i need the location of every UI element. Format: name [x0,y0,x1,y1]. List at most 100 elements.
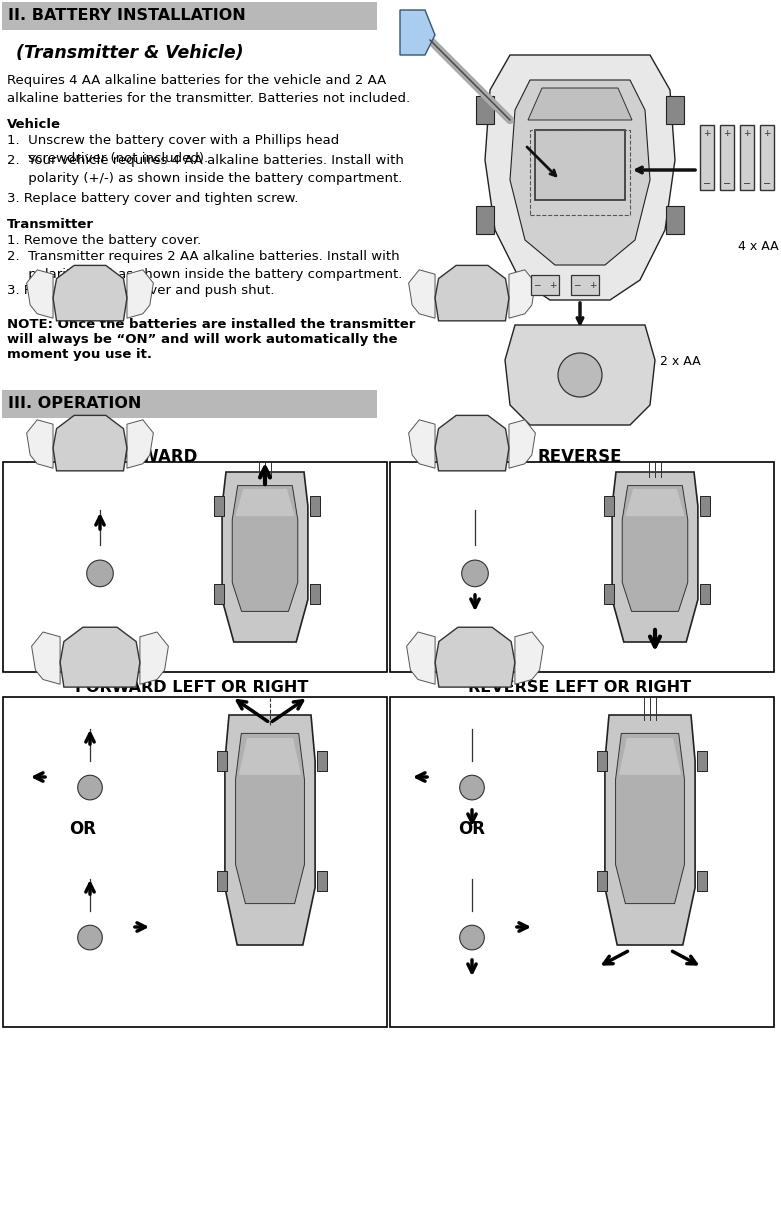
Polygon shape [408,270,435,318]
Text: −: − [573,281,581,290]
Polygon shape [60,627,140,687]
Bar [700,496,710,516]
Text: FORWARD LEFT OR RIGHT: FORWARD LEFT OR RIGHT [75,680,308,695]
Bar [571,275,599,294]
Text: +: + [763,128,771,138]
Polygon shape [27,420,53,468]
Polygon shape [225,715,315,945]
Text: REVERSE: REVERSE [538,448,622,466]
Bar [666,206,684,234]
Text: 2.  Your vehicle requires 4 AA alkaline batteries. Install with
     polarity (+: 2. Your vehicle requires 4 AA alkaline b… [7,154,404,185]
Text: +: + [549,281,557,290]
Bar [310,584,320,605]
Bar [697,752,707,771]
Bar [3,697,387,1027]
Bar [700,124,714,190]
Polygon shape [612,472,698,642]
Text: (Transmitter & Vehicle): (Transmitter & Vehicle) [16,44,244,62]
Text: will always be “ON” and will work automatically the: will always be “ON” and will work automa… [7,333,398,346]
Polygon shape [505,325,655,425]
Bar [476,96,494,124]
Bar [597,871,607,891]
Polygon shape [127,420,153,468]
Polygon shape [27,270,53,318]
Bar [535,131,625,200]
Text: 1.  Unscrew the battery cover with a Phillips head
     screwdriver (not include: 1. Unscrew the battery cover with a Phil… [7,134,339,165]
Polygon shape [509,270,535,318]
Polygon shape [232,485,298,611]
Bar [530,131,630,216]
Polygon shape [619,738,681,775]
Text: REVERSE LEFT OR RIGHT: REVERSE LEFT OR RIGHT [469,680,691,695]
Polygon shape [239,738,301,775]
Bar [310,496,320,516]
Polygon shape [626,489,685,516]
Text: 2 x AA: 2 x AA [660,355,701,368]
Bar [317,871,327,891]
Text: Transmitter: Transmitter [7,218,94,232]
Polygon shape [407,632,435,684]
Circle shape [87,561,113,586]
Bar [214,584,224,605]
Bar [390,462,774,671]
Circle shape [460,775,484,800]
Bar [317,752,327,771]
Text: −: − [743,179,751,188]
Bar [214,496,224,516]
Polygon shape [515,632,544,684]
Text: Requires 4 AA alkaline batteries for the vehicle and 2 AA
alkaline batteries for: Requires 4 AA alkaline batteries for the… [7,74,410,105]
Text: −: − [703,179,711,188]
Polygon shape [510,80,650,265]
Polygon shape [615,733,684,903]
Bar [604,496,614,516]
Bar [2,391,377,418]
Polygon shape [222,472,308,642]
Bar [760,124,774,190]
Text: FORWARD: FORWARD [102,448,198,466]
Bar [476,206,494,234]
Text: 3. Replace battery cover and push shut.: 3. Replace battery cover and push shut. [7,285,274,297]
Circle shape [77,925,102,950]
Text: 2.  Transmitter requires 2 AA alkaline batteries. Install with
     polarity (+/: 2. Transmitter requires 2 AA alkaline ba… [7,250,402,281]
Polygon shape [236,733,305,903]
Bar [217,871,227,891]
Bar [531,275,559,294]
Polygon shape [435,627,515,687]
Text: 1. Remove the battery cover.: 1. Remove the battery cover. [7,234,201,246]
Text: −: − [763,179,771,188]
Polygon shape [235,489,294,516]
Text: +: + [703,128,711,138]
Bar [390,697,774,1027]
Polygon shape [400,10,435,55]
Bar [666,96,684,124]
Text: III. OPERATION: III. OPERATION [8,397,141,411]
Bar [740,124,754,190]
Text: 3. Replace battery cover and tighten screw.: 3. Replace battery cover and tighten scr… [7,192,298,205]
Circle shape [460,925,484,950]
Bar [2,2,377,30]
Circle shape [462,561,488,586]
Text: +: + [744,128,751,138]
Polygon shape [622,485,688,611]
Text: −: − [723,179,731,188]
Polygon shape [140,632,169,684]
Polygon shape [509,420,535,468]
Polygon shape [528,87,632,120]
Bar [604,584,614,605]
Text: 4 x AA: 4 x AA [738,240,779,253]
Bar [597,752,607,771]
Text: moment you use it.: moment you use it. [7,347,152,361]
Polygon shape [605,715,695,945]
Polygon shape [127,270,153,318]
Text: −: − [533,281,540,290]
Polygon shape [485,55,675,301]
Bar [3,462,387,671]
Bar [697,871,707,891]
Polygon shape [435,415,509,471]
Polygon shape [53,265,127,320]
Text: II. BATTERY INSTALLATION: II. BATTERY INSTALLATION [8,9,246,23]
Polygon shape [53,415,127,471]
Text: Vehicle: Vehicle [7,118,61,131]
Text: OR: OR [458,821,486,838]
Polygon shape [408,420,435,468]
